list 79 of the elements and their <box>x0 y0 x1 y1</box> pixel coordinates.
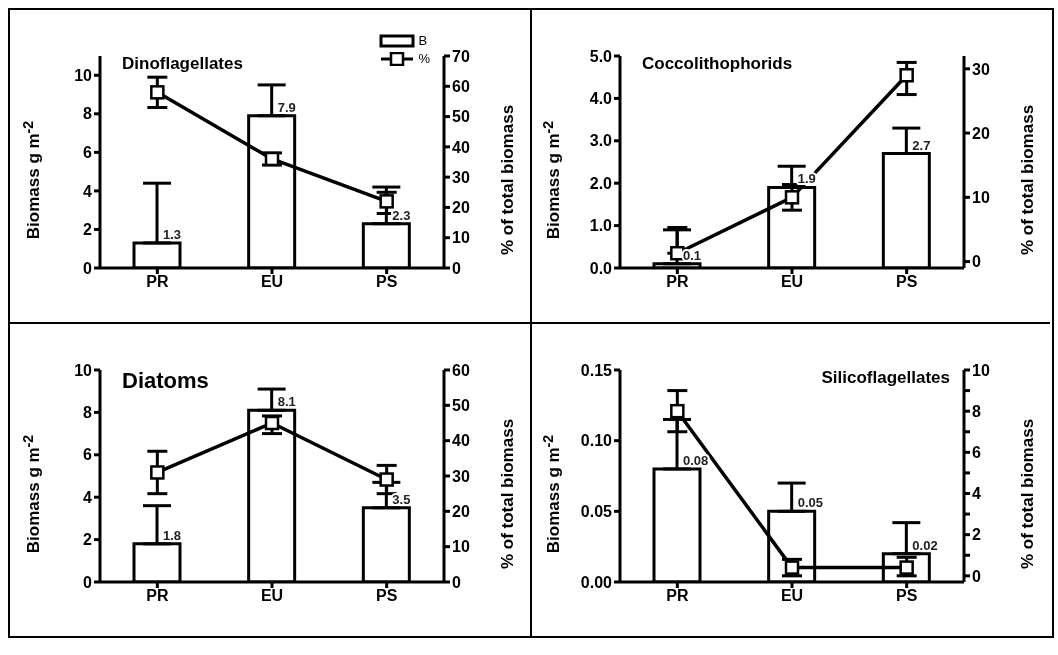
y-tick-label: 4.0 <box>589 90 613 108</box>
y2-tick-label: 4 <box>972 485 981 503</box>
data-label: 1.3 <box>163 226 182 242</box>
data-label: 8.1 <box>277 394 296 410</box>
y-tick-label: 8 <box>83 404 93 422</box>
y-tick-label: 4 <box>83 182 93 200</box>
x-tick-label: EU <box>260 587 284 605</box>
chart-title: Silicoflagellates <box>821 368 950 388</box>
y-tick-label: 0.00 <box>580 573 613 591</box>
y-tick-label: 0 <box>83 573 93 591</box>
y2-tick-label: 0 <box>452 259 461 277</box>
y-tick-label: 8 <box>83 105 93 123</box>
y-tick-label: 0 <box>83 259 93 277</box>
y-tick-label: 0.05 <box>580 503 613 521</box>
y-tick-label: 3.0 <box>589 132 613 150</box>
y-tick-label: 2 <box>83 531 93 549</box>
x-tick-label: PR <box>666 273 689 291</box>
y-tick-label: 10 <box>74 361 93 379</box>
chart-title: Coccolithophorids <box>642 54 793 74</box>
y2-tick-label: 0 <box>452 573 461 591</box>
y2-tick-label: 50 <box>452 397 470 415</box>
y-tick-label: 4 <box>83 488 93 506</box>
y2-tick-label: 8 <box>972 402 981 420</box>
y2-tick-label: 10 <box>972 361 990 379</box>
x-tick-label: EU <box>780 587 804 605</box>
y-tick-label: 2.0 <box>589 174 613 192</box>
y2-tick-label: 30 <box>972 60 990 78</box>
data-label: 3.5 <box>392 491 411 507</box>
y2-tick-label: 0 <box>972 567 981 585</box>
y2-tick-label: 10 <box>452 538 470 556</box>
y-tick-label: 0.0 <box>589 259 613 277</box>
y2-tick-label: 20 <box>452 503 470 521</box>
y2-tick-label: 2 <box>972 526 981 544</box>
chart-title: Dinoflagellates <box>122 54 243 74</box>
x-tick-label: PS <box>375 587 398 605</box>
data-label: 7.9 <box>277 99 296 115</box>
y-tick-label: 1.0 <box>589 217 613 235</box>
y2-tick-label: 30 <box>452 168 470 186</box>
y2-tick-label: 30 <box>452 467 470 485</box>
y2-axis-title: % of total biomass <box>1018 418 1038 570</box>
y2-tick-label: 0 <box>972 253 981 271</box>
y2-tick-label: 20 <box>452 199 470 217</box>
x-tick-label: EU <box>260 273 284 291</box>
x-tick-label: PR <box>146 273 169 291</box>
y2-tick-label: 60 <box>452 361 470 379</box>
x-tick-label: PS <box>895 273 918 291</box>
y-tick-label: 6 <box>83 144 93 162</box>
x-tick-label: PR <box>666 587 689 605</box>
y2-tick-label: 40 <box>452 432 470 450</box>
y2-tick-label: 10 <box>972 189 990 207</box>
legend-label: % <box>418 50 430 68</box>
y2-axis-title: % of total biomass <box>1018 104 1038 256</box>
x-tick-label: EU <box>780 273 804 291</box>
data-label: 2.7 <box>912 137 931 153</box>
x-tick-label: PS <box>895 587 918 605</box>
y-tick-label: 5.0 <box>589 47 613 65</box>
x-tick-label: PS <box>375 273 398 291</box>
chart-title: Diatoms <box>122 368 209 394</box>
data-label: 1.8 <box>163 527 182 543</box>
y-tick-label: 6 <box>83 446 93 464</box>
y2-tick-label: 10 <box>452 229 470 247</box>
y2-axis-title: % of total biomass <box>498 104 518 256</box>
y2-tick-label: 40 <box>452 138 470 156</box>
y2-tick-label: 60 <box>452 77 470 95</box>
data-label: 2.3 <box>392 207 411 223</box>
data-label: 0.08 <box>683 452 709 468</box>
y-tick-label: 0.10 <box>580 432 613 450</box>
y-tick-label: 0.15 <box>580 361 613 379</box>
y2-tick-label: 50 <box>452 108 470 126</box>
data-label: 0.05 <box>797 495 823 511</box>
y-tick-label: 10 <box>74 66 93 84</box>
data-label: 0.02 <box>912 537 938 553</box>
y2-tick-label: 6 <box>972 444 981 462</box>
legend-label: B <box>418 32 428 50</box>
y2-tick-label: 20 <box>972 124 990 142</box>
y2-tick-label: 70 <box>452 47 470 65</box>
x-tick-label: PR <box>146 587 169 605</box>
y-tick-label: 2 <box>83 221 93 239</box>
y2-axis-title: % of total biomass <box>498 418 518 570</box>
